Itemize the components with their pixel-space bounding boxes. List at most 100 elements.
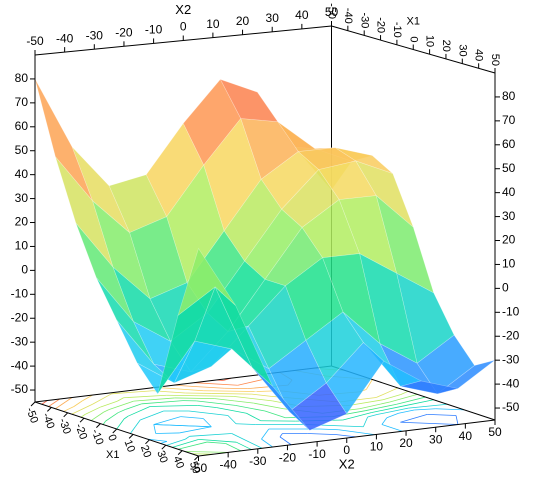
x2-tick-label: -10 — [308, 447, 326, 461]
contour-line — [382, 425, 402, 432]
contour-line — [93, 394, 112, 404]
contour-line — [150, 405, 197, 406]
contour-line — [414, 409, 435, 410]
x2-tick-label: 20 — [399, 436, 413, 450]
contour-line — [154, 425, 212, 427]
x1-tick-label: 50 — [489, 54, 501, 66]
contour-line — [181, 417, 204, 419]
contour-line — [363, 417, 367, 427]
contour-line — [142, 401, 183, 404]
contour-line — [232, 434, 247, 441]
z-tick-label: -40 — [11, 358, 29, 372]
x1-tick-label: -10 — [391, 22, 403, 38]
x1-tick-label: 20 — [440, 40, 452, 52]
contour-line — [64, 407, 74, 412]
contour-line — [124, 395, 167, 398]
contour-line — [399, 410, 415, 413]
z-tick-label: 10 — [502, 257, 516, 271]
contour-line — [261, 429, 268, 439]
z-tick-label: -30 — [502, 352, 520, 366]
contour-line — [212, 393, 252, 394]
x2-tick-label: 40 — [295, 8, 309, 22]
z-tick-label: 60 — [15, 119, 29, 133]
contour-line — [397, 397, 426, 404]
contour-line — [408, 404, 447, 408]
contour-line — [140, 416, 152, 421]
contour-line — [124, 416, 128, 419]
x1-tick-label: 10 — [424, 35, 436, 47]
contour-line — [81, 414, 85, 417]
contour-line — [280, 437, 291, 445]
contour-line — [85, 407, 101, 414]
contour-line — [185, 452, 228, 453]
contour-line — [390, 394, 418, 402]
z-tick-label: 20 — [502, 233, 516, 247]
x2-tick-label: 0 — [343, 443, 350, 457]
z-tick-label: -40 — [502, 376, 520, 390]
x2-tick-label: -10 — [145, 23, 163, 37]
contour-line — [125, 404, 142, 410]
contour-line — [199, 439, 237, 442]
x2-tick-label: -40 — [219, 458, 237, 472]
contour-line — [254, 403, 284, 409]
contour-line — [228, 416, 236, 424]
contour-line — [196, 401, 235, 406]
z-tick-label: -10 — [11, 286, 29, 300]
contour-line — [204, 391, 257, 392]
x1-tick-label: 40 — [473, 49, 485, 61]
contour-line — [226, 443, 241, 450]
contour-line — [427, 414, 456, 415]
contour-line — [154, 417, 181, 425]
x1-tick-label: -10 — [89, 428, 106, 447]
contour-line — [207, 442, 226, 443]
contour-line — [400, 422, 458, 424]
contour-line — [185, 436, 189, 439]
z-tick-label: -10 — [502, 304, 520, 318]
x2-tick-label: -30 — [86, 28, 104, 42]
z-tick-label: 30 — [15, 191, 29, 205]
contour-line — [252, 394, 271, 396]
z-tick-label: -20 — [502, 328, 520, 342]
x2-tick-label: 10 — [206, 17, 220, 31]
x1-axis-title: X1 — [106, 449, 119, 461]
z-tick-label: 70 — [15, 95, 29, 109]
contour-line — [175, 398, 215, 399]
z-tick-label: -50 — [502, 400, 520, 414]
contour-line — [377, 408, 408, 414]
contour-line — [382, 418, 387, 425]
x2-axis-title: X2 — [175, 2, 191, 17]
contour-line — [104, 410, 109, 412]
contour-line — [128, 407, 150, 417]
x1-tick-label: -30 — [56, 417, 73, 436]
contour-line — [339, 430, 375, 435]
contour-line — [101, 401, 118, 407]
contour-line — [106, 413, 118, 421]
contour-line — [368, 415, 377, 417]
x1-tick-label: 0 — [105, 433, 118, 443]
contour-line — [383, 395, 401, 400]
z-tick-label: 50 — [502, 161, 516, 175]
contour-line — [280, 434, 282, 437]
contour-line — [109, 401, 134, 410]
z-tick-label: 40 — [15, 167, 29, 181]
z-tick-label: 60 — [502, 137, 516, 151]
x1-tick-label: -50 — [326, 3, 338, 19]
x1-axis-title: X1 — [407, 15, 420, 27]
x2-tick-label: -20 — [115, 25, 133, 39]
z-tick-label: 50 — [15, 143, 29, 157]
x1-tick-label: -30 — [358, 12, 370, 28]
contour-line — [154, 425, 156, 434]
contour-line — [217, 408, 247, 414]
contour-line — [190, 434, 232, 437]
contour-line — [365, 404, 396, 410]
x1-tick-label: 10 — [122, 438, 137, 454]
x1-tick-label: 20 — [138, 444, 153, 460]
contour-line — [155, 387, 203, 390]
contour-line — [371, 406, 402, 412]
x2-tick-label: 30 — [429, 432, 443, 446]
x1-tick-label: 0 — [407, 36, 419, 42]
x2-tick-label: 20 — [236, 14, 250, 28]
x1-tick-label: 30 — [154, 449, 169, 465]
z-tick-label: 80 — [15, 71, 29, 85]
contour-line — [178, 442, 207, 449]
